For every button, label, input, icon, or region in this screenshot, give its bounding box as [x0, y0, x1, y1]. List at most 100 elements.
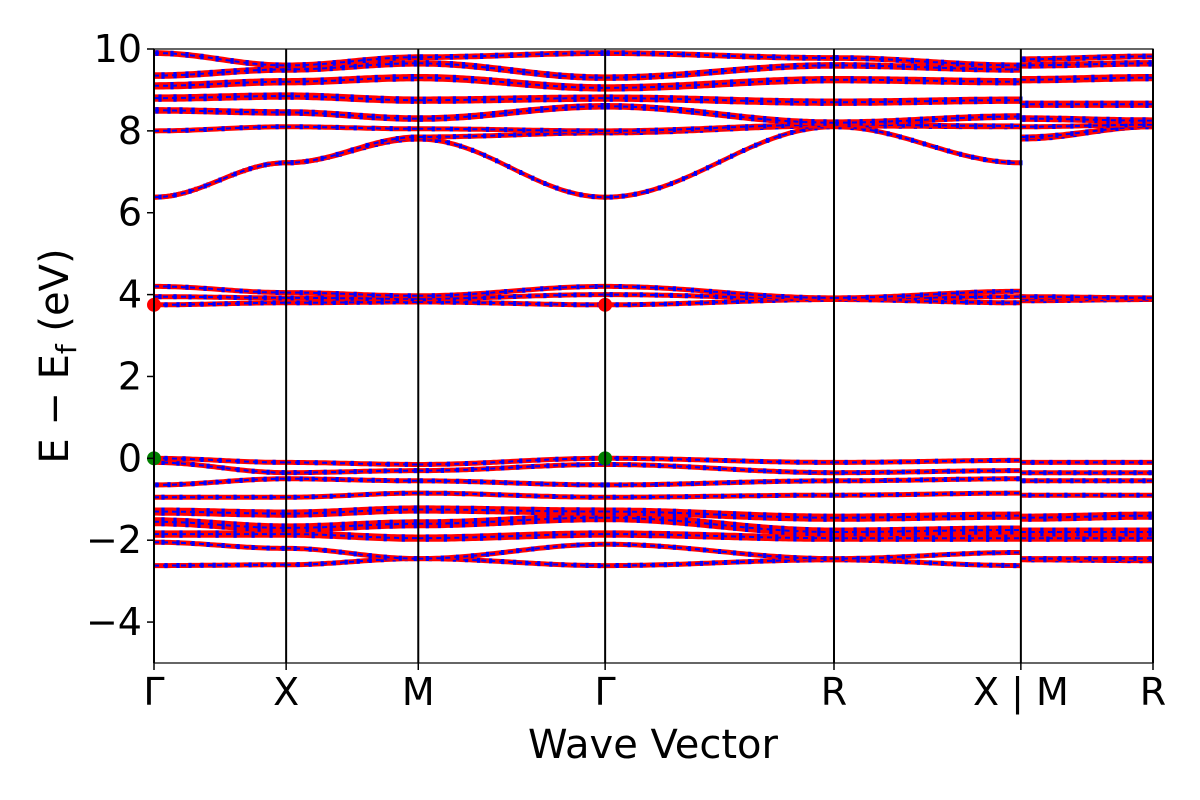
band-stripe [669, 181, 673, 187]
band-line [418, 105, 606, 120]
band-stripe [290, 295, 294, 301]
band-line [834, 477, 1021, 482]
band-stripe [636, 128, 640, 134]
band-stripe [522, 515, 526, 525]
band-line [418, 463, 606, 472]
band-stripe [275, 109, 279, 116]
band-stripe [901, 122, 905, 128]
band-stripe [531, 506, 535, 515]
band-line [605, 463, 834, 474]
band-line [605, 64, 834, 79]
band-stripe [1124, 60, 1128, 67]
band-line [834, 290, 1021, 299]
band-stripe [1142, 53, 1146, 60]
band-stripe [203, 107, 207, 115]
band-line [605, 105, 834, 124]
band-stripe [745, 66, 749, 73]
band-line [834, 64, 1021, 71]
band-stripe [486, 466, 490, 472]
band-stripe [609, 194, 613, 200]
band-stripe [558, 285, 562, 291]
band-stripe [919, 122, 923, 128]
band-line [834, 78, 1021, 83]
band-stripe [727, 112, 731, 119]
band-stripe [763, 553, 767, 559]
band-stripe [486, 64, 490, 71]
band-stripe [956, 290, 960, 296]
band-4 [154, 513, 1153, 537]
band-stripe [974, 123, 978, 129]
band-stripe [654, 292, 658, 298]
band-stripe [266, 545, 270, 551]
band-line [418, 543, 606, 560]
band-stripe [299, 476, 303, 482]
band-10 [154, 297, 1153, 308]
band-stripe [176, 460, 180, 466]
band-stripe [467, 126, 472, 132]
band-stripe [971, 154, 975, 160]
band-line [834, 99, 1021, 104]
band-stripe [185, 71, 189, 78]
band-stripe [308, 509, 312, 518]
band-stripe [176, 563, 180, 568]
band-stripe [335, 291, 339, 297]
band-stripe [856, 555, 860, 561]
band-stripe [248, 562, 252, 568]
band-line [418, 285, 606, 297]
band-stripe [353, 125, 357, 131]
band-stripe [965, 562, 969, 567]
band-stripe [1142, 478, 1146, 484]
band-stripe [278, 160, 282, 166]
plot-background [154, 49, 1153, 663]
band-stripe [317, 65, 321, 72]
band-line [286, 76, 419, 83]
band-stripe [627, 302, 631, 308]
band-stripe [654, 127, 658, 133]
band-ribbon [418, 136, 606, 200]
band-stripe [928, 97, 932, 105]
band-stripe [627, 562, 631, 568]
band-stripe [654, 482, 658, 487]
band-line [605, 285, 834, 299]
y-axis-title-main: E − E [32, 354, 78, 464]
band-stripe [203, 285, 207, 291]
band-stripe [727, 480, 731, 486]
band-stripe [522, 127, 526, 133]
x-tick-label: R [1140, 670, 1166, 714]
band-stripe [398, 505, 402, 514]
band-stripe [230, 58, 234, 64]
band-stripe [1043, 556, 1047, 562]
band-stripe [865, 62, 869, 69]
band-line [154, 52, 287, 67]
band-line [154, 301, 287, 306]
band-stripe [467, 295, 472, 301]
band-stripe [645, 188, 649, 194]
band-line [834, 125, 1021, 164]
band-stripe [362, 57, 366, 63]
band-stripe [1052, 527, 1056, 537]
band-stripe [609, 94, 613, 102]
band-stripe [672, 71, 676, 79]
band-stripe [817, 55, 821, 61]
band-line [154, 285, 287, 294]
band-stripe [1088, 512, 1092, 521]
band-stripe [558, 131, 562, 136]
band-stripe [540, 481, 544, 487]
band-stripe [654, 105, 658, 112]
band-stripe [1088, 470, 1092, 476]
band-stripe [486, 290, 490, 296]
band-line [834, 492, 1021, 497]
band-19 [154, 60, 1153, 81]
band-line [154, 461, 287, 474]
band-stripe [299, 290, 303, 296]
band-line [286, 461, 419, 466]
band-stripe [407, 126, 411, 132]
band-stripe [257, 124, 261, 130]
band-5 [154, 505, 1153, 522]
band-line [154, 563, 287, 567]
band-line [1020, 125, 1153, 138]
band-stripe [513, 301, 517, 306]
band-stripe [1070, 116, 1074, 123]
band-stripe [507, 164, 511, 170]
y-tick-label: 8 [118, 109, 142, 153]
